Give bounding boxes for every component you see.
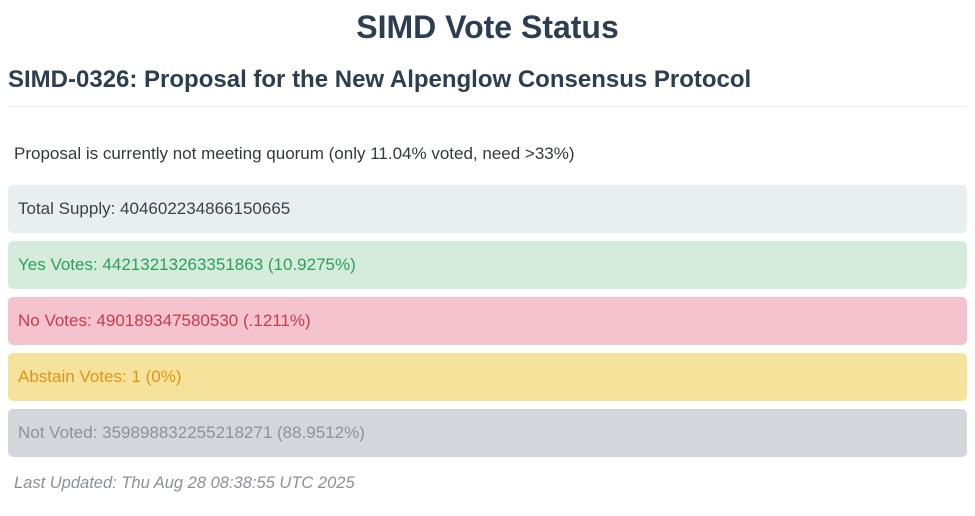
page-title: SIMD Vote Status (356, 9, 619, 45)
quorum-status-text: Proposal is currently not meeting quorum… (14, 144, 575, 164)
total-supply-bar: Total Supply: 404602234866150665 (8, 185, 967, 234)
abstain-votes-text: Abstain Votes: 1 (0%) (18, 367, 182, 387)
total-supply-text: Total Supply: 404602234866150665 (18, 199, 291, 219)
no-votes-bar: No Votes: 490189347580530 (.1211%) (8, 297, 967, 346)
not-voted-bar: Not Voted: 359898832255218271 (88.9512%) (8, 409, 967, 458)
no-votes-text: No Votes: 490189347580530 (.1211%) (18, 311, 311, 331)
yes-votes-text: Yes Votes: 44213213263351863 (10.9275%) (18, 255, 356, 275)
abstain-votes-bar: Abstain Votes: 1 (0%) (8, 353, 967, 402)
vote-bars: Total Supply: 404602234866150665 Yes Vot… (8, 185, 967, 458)
last-updated-text: Last Updated: Thu Aug 28 08:38:55 UTC 20… (14, 474, 355, 493)
not-voted-text: Not Voted: 359898832255218271 (88.9512%) (18, 423, 365, 443)
proposal-heading: SIMD-0326: Proposal for the New Alpenglo… (8, 66, 967, 108)
yes-votes-bar: Yes Votes: 44213213263351863 (10.9275%) (8, 241, 967, 290)
